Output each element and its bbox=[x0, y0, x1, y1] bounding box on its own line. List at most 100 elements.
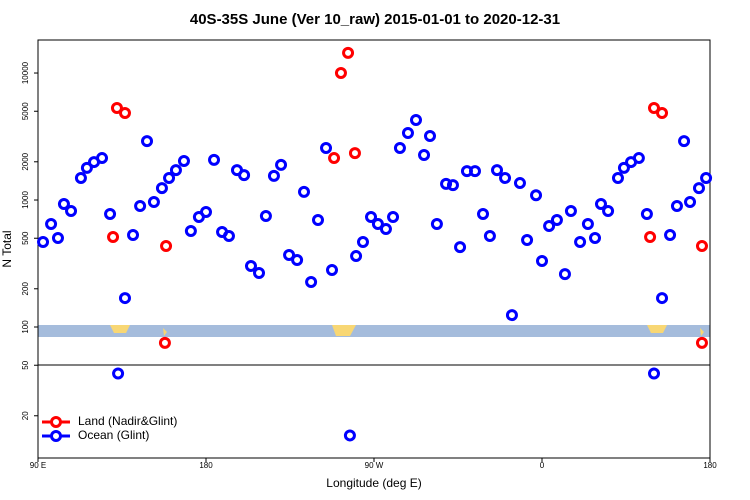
point bbox=[356, 236, 369, 249]
x-tick-label: 0 bbox=[540, 461, 545, 470]
legend-marker bbox=[50, 430, 62, 442]
y-axis-label: N Total bbox=[0, 230, 14, 267]
point bbox=[656, 292, 669, 305]
point bbox=[112, 367, 125, 380]
point bbox=[602, 205, 615, 218]
point bbox=[695, 240, 708, 253]
point bbox=[45, 218, 58, 231]
point bbox=[387, 210, 400, 223]
point bbox=[147, 196, 160, 209]
point bbox=[118, 107, 131, 120]
point bbox=[670, 200, 683, 213]
plot-frame bbox=[37, 39, 711, 459]
point bbox=[253, 267, 266, 280]
point bbox=[305, 276, 318, 289]
point bbox=[505, 309, 518, 322]
point bbox=[118, 292, 131, 305]
point bbox=[574, 236, 587, 249]
x-tick-label: 90 E bbox=[30, 461, 46, 470]
point bbox=[326, 264, 338, 277]
point bbox=[440, 177, 453, 190]
point bbox=[543, 220, 556, 233]
x-tick-label: 180 bbox=[199, 461, 213, 470]
point bbox=[418, 149, 431, 162]
point bbox=[499, 172, 512, 185]
point bbox=[328, 152, 341, 165]
point bbox=[312, 214, 324, 227]
point bbox=[267, 169, 280, 182]
legend-label: Land (Nadir&Glint) bbox=[78, 414, 177, 428]
point bbox=[348, 147, 361, 160]
point bbox=[104, 208, 117, 221]
point bbox=[350, 250, 363, 263]
point bbox=[158, 336, 171, 349]
point bbox=[664, 229, 677, 242]
point bbox=[127, 229, 140, 242]
point bbox=[298, 185, 310, 198]
point bbox=[401, 127, 414, 140]
y-tick-label: 20 bbox=[21, 411, 30, 420]
point bbox=[379, 223, 392, 236]
point bbox=[334, 67, 347, 80]
point bbox=[491, 164, 504, 177]
point bbox=[644, 231, 657, 244]
point bbox=[656, 107, 669, 120]
x-axis-label: Longitude (deg E) bbox=[326, 476, 421, 490]
point bbox=[589, 232, 602, 245]
point bbox=[320, 141, 333, 154]
point bbox=[222, 229, 235, 242]
point bbox=[410, 113, 422, 126]
point bbox=[96, 152, 109, 165]
point bbox=[550, 214, 563, 227]
point bbox=[536, 254, 548, 267]
chart-title: 40S-35S June (Ver 10_raw) 2015-01-01 to … bbox=[190, 11, 560, 28]
point bbox=[678, 135, 691, 148]
point bbox=[365, 210, 378, 223]
point bbox=[51, 232, 64, 245]
point bbox=[446, 179, 459, 192]
point bbox=[424, 130, 436, 143]
point bbox=[594, 197, 607, 210]
point bbox=[291, 254, 304, 267]
point bbox=[208, 153, 221, 166]
point bbox=[632, 152, 645, 165]
point bbox=[184, 225, 197, 238]
point bbox=[169, 164, 182, 177]
y-tick-label: 1000 bbox=[21, 191, 30, 209]
point bbox=[692, 182, 705, 195]
point bbox=[454, 241, 467, 254]
point bbox=[110, 102, 123, 115]
point bbox=[275, 158, 288, 171]
point bbox=[684, 196, 697, 209]
point bbox=[238, 169, 251, 182]
point bbox=[558, 268, 571, 281]
point bbox=[74, 172, 87, 185]
point bbox=[37, 236, 50, 249]
point bbox=[477, 208, 490, 221]
point bbox=[134, 200, 147, 213]
point bbox=[393, 141, 406, 154]
point bbox=[163, 172, 176, 185]
land-blobs bbox=[110, 325, 704, 336]
point bbox=[648, 367, 660, 380]
y-tick-label: 50 bbox=[21, 360, 30, 369]
point bbox=[160, 240, 173, 253]
point bbox=[200, 205, 212, 218]
y-tick-label: 100 bbox=[21, 320, 30, 334]
point bbox=[564, 205, 577, 218]
legend-marker bbox=[50, 416, 62, 428]
point bbox=[141, 135, 154, 148]
point bbox=[107, 231, 120, 244]
y-tick-label: 10000 bbox=[21, 61, 30, 84]
point bbox=[617, 161, 630, 174]
point bbox=[611, 172, 624, 185]
point bbox=[57, 197, 70, 210]
point bbox=[342, 46, 355, 59]
y-tick-label: 5000 bbox=[21, 102, 30, 120]
point bbox=[283, 249, 296, 262]
point bbox=[343, 429, 356, 442]
point bbox=[80, 161, 93, 174]
x-tick-label: 90 W bbox=[365, 461, 384, 470]
y-tick-label: 2000 bbox=[21, 152, 30, 170]
